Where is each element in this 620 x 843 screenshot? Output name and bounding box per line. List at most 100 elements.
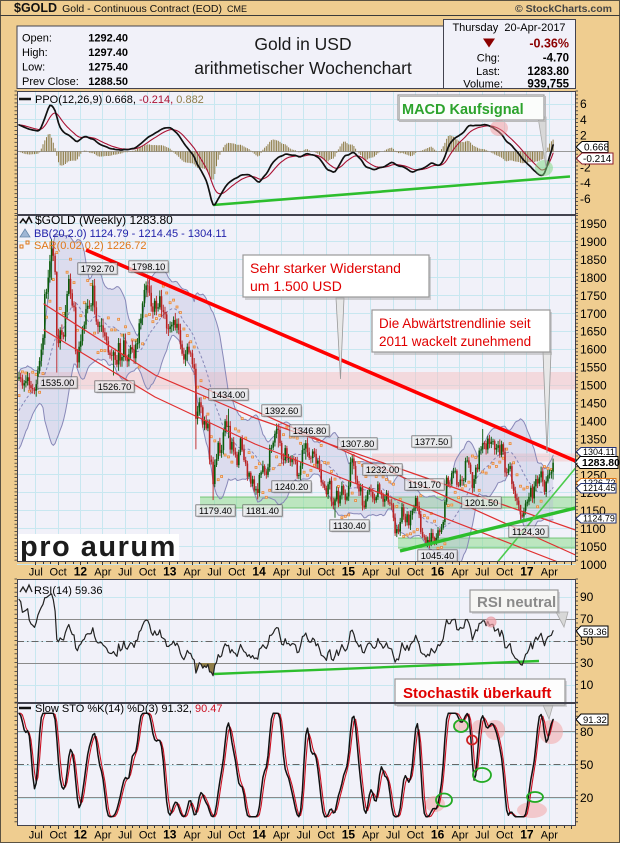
svg-text:-0.36%: -0.36% bbox=[529, 37, 569, 51]
svg-text:1307.80: 1307.80 bbox=[341, 439, 375, 449]
svg-text:1450: 1450 bbox=[580, 397, 607, 411]
svg-text:1130.40: 1130.40 bbox=[333, 521, 366, 531]
svg-text:30: 30 bbox=[580, 656, 594, 670]
svg-text:16: 16 bbox=[431, 565, 445, 579]
svg-text:1124.30: 1124.30 bbox=[512, 527, 545, 537]
svg-text:1400: 1400 bbox=[580, 414, 607, 428]
svg-text:14: 14 bbox=[252, 565, 266, 579]
svg-text:13: 13 bbox=[163, 565, 177, 579]
svg-text:Slow STO %K(14) %D(3) 91.32, 9: Slow STO %K(14) %D(3) 91.32, 90.47 bbox=[35, 703, 223, 715]
svg-text:50: 50 bbox=[580, 758, 594, 772]
svg-text:2: 2 bbox=[580, 129, 587, 143]
svg-text:1124.79: 1124.79 bbox=[583, 514, 615, 524]
svg-text:Oct: Oct bbox=[317, 567, 334, 579]
svg-text:SAR(0.02,0.2) 1226.72: SAR(0.02,0.2) 1226.72 bbox=[34, 240, 147, 252]
svg-text:1304.11: 1304.11 bbox=[583, 447, 615, 457]
svg-text:Oct: Oct bbox=[496, 567, 513, 579]
svg-text:Jul: Jul bbox=[207, 830, 221, 842]
svg-text:Jul: Jul bbox=[207, 567, 221, 579]
svg-text:Volume:: Volume: bbox=[463, 79, 503, 91]
svg-text:1800: 1800 bbox=[580, 271, 607, 285]
svg-text:Apr: Apr bbox=[184, 567, 201, 579]
svg-text:um 1.500 USD: um 1.500 USD bbox=[250, 278, 342, 294]
svg-text:Oct: Oct bbox=[407, 830, 424, 842]
svg-text:Jul: Jul bbox=[475, 567, 489, 579]
svg-text:1392.60: 1392.60 bbox=[265, 406, 299, 416]
svg-text:1900: 1900 bbox=[580, 235, 607, 249]
svg-text:80: 80 bbox=[580, 725, 594, 739]
svg-text:Jul: Jul bbox=[29, 830, 43, 842]
svg-text:16: 16 bbox=[431, 828, 445, 842]
svg-text:1045.40: 1045.40 bbox=[421, 551, 455, 561]
svg-text:Apr: Apr bbox=[94, 567, 111, 579]
svg-text:Die Abwärtstrendlinie seit: Die Abwärtstrendlinie seit bbox=[379, 316, 531, 331]
svg-text:Oct: Oct bbox=[496, 830, 513, 842]
svg-text:Chg:: Chg: bbox=[477, 53, 500, 65]
svg-text:1297.40: 1297.40 bbox=[88, 47, 128, 59]
svg-text:2011 wackelt zunehmend: 2011 wackelt zunehmend bbox=[379, 334, 531, 349]
svg-text:1526.70: 1526.70 bbox=[98, 382, 132, 392]
svg-text:1350: 1350 bbox=[580, 432, 607, 446]
svg-text:0.668: 0.668 bbox=[584, 143, 609, 154]
svg-text:1050: 1050 bbox=[580, 540, 607, 554]
svg-text:1535.00: 1535.00 bbox=[41, 378, 75, 388]
svg-text:$GOLD (Weekly) 1283.80: $GOLD (Weekly) 1283.80 bbox=[35, 213, 173, 227]
svg-text:Apr: Apr bbox=[362, 567, 379, 579]
svg-text:1600: 1600 bbox=[580, 343, 607, 357]
svg-text:High:: High: bbox=[22, 47, 48, 59]
svg-text:1377.50: 1377.50 bbox=[415, 437, 449, 447]
svg-text:91.32: 91.32 bbox=[583, 715, 607, 726]
svg-text:Gold in USD: Gold in USD bbox=[254, 34, 351, 54]
svg-text:12: 12 bbox=[74, 828, 88, 842]
svg-text:Oct: Oct bbox=[317, 830, 334, 842]
svg-text:-4.70: -4.70 bbox=[543, 53, 569, 65]
svg-text:1240.20: 1240.20 bbox=[275, 482, 309, 492]
svg-text:Jul: Jul bbox=[118, 567, 132, 579]
svg-text:Prev Close:: Prev Close: bbox=[22, 76, 79, 88]
svg-text:Oct: Oct bbox=[228, 567, 245, 579]
svg-text:1850: 1850 bbox=[580, 253, 607, 267]
svg-text:Jul: Jul bbox=[118, 830, 132, 842]
svg-text:Jul: Jul bbox=[386, 830, 400, 842]
svg-text:Stochastik überkauft: Stochastik überkauft bbox=[403, 685, 551, 702]
svg-text:1434.00: 1434.00 bbox=[212, 390, 246, 400]
svg-text:Last:: Last: bbox=[476, 66, 500, 78]
svg-text:1214.45: 1214.45 bbox=[583, 483, 616, 493]
svg-text:Apr: Apr bbox=[273, 830, 290, 842]
svg-text:1179.40: 1179.40 bbox=[199, 506, 232, 516]
svg-text:Apr: Apr bbox=[541, 567, 558, 579]
svg-text:1275.40: 1275.40 bbox=[88, 62, 128, 74]
svg-text:Oct: Oct bbox=[50, 830, 67, 842]
svg-text:-2: -2 bbox=[580, 160, 591, 174]
svg-text:1750: 1750 bbox=[580, 289, 607, 303]
svg-text:1000: 1000 bbox=[580, 558, 607, 572]
svg-text:1181.40: 1181.40 bbox=[246, 506, 279, 516]
svg-text:15: 15 bbox=[342, 565, 356, 579]
svg-text:-0.214: -0.214 bbox=[583, 154, 612, 165]
svg-text:70: 70 bbox=[580, 612, 594, 626]
svg-text:1550: 1550 bbox=[580, 361, 607, 375]
svg-text:Apr: Apr bbox=[273, 567, 290, 579]
svg-text:12: 12 bbox=[74, 565, 88, 579]
svg-text:-4: -4 bbox=[580, 176, 591, 190]
svg-text:Jul: Jul bbox=[297, 567, 311, 579]
svg-text:1950: 1950 bbox=[580, 217, 607, 231]
svg-text:MACD Kaufsignal: MACD Kaufsignal bbox=[402, 102, 524, 118]
svg-text:Apr: Apr bbox=[451, 830, 468, 842]
svg-text:RSI neutral: RSI neutral bbox=[477, 594, 556, 611]
svg-text:Jul: Jul bbox=[29, 567, 43, 579]
svg-text:Jul: Jul bbox=[297, 830, 311, 842]
svg-text:Sehr starker Widerstand: Sehr starker Widerstand bbox=[250, 260, 401, 276]
svg-text:1500: 1500 bbox=[580, 379, 607, 393]
svg-text:-6: -6 bbox=[580, 192, 591, 206]
svg-text:Oct: Oct bbox=[139, 830, 156, 842]
svg-text:Oct: Oct bbox=[228, 830, 245, 842]
svg-text:PPO(12,26,9) 0.668, -0.214, 0.: PPO(12,26,9) 0.668, -0.214, 0.882 bbox=[35, 94, 204, 106]
svg-text:1292.40: 1292.40 bbox=[88, 33, 128, 45]
svg-text:pro aurum: pro aurum bbox=[20, 531, 177, 563]
svg-text:1191.70: 1191.70 bbox=[408, 480, 441, 490]
svg-text:Jul: Jul bbox=[386, 567, 400, 579]
svg-text:59.36: 59.36 bbox=[583, 627, 607, 638]
svg-text:Apr: Apr bbox=[184, 830, 201, 842]
svg-text:Apr: Apr bbox=[94, 830, 111, 842]
